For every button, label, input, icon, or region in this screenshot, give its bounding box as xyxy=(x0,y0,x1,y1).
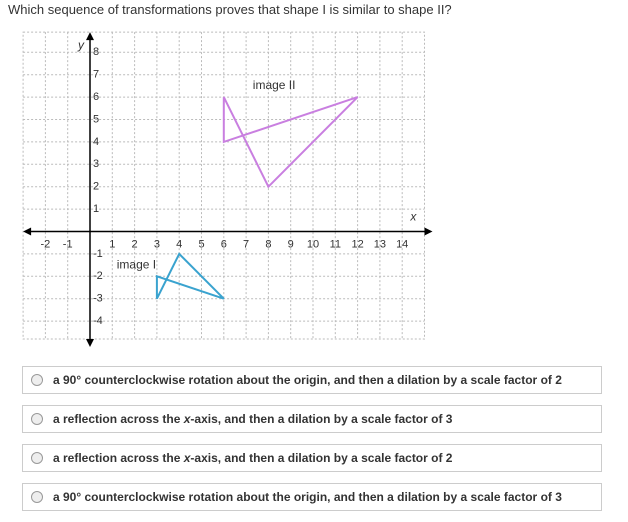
option-text: a 90° counterclockwise rotation about th… xyxy=(53,490,562,504)
shape-label: image I xyxy=(117,257,156,271)
x-tick-label: 2 xyxy=(132,238,138,250)
x-tick-label: 9 xyxy=(288,238,294,250)
x-tick-label: 11 xyxy=(330,238,341,250)
y-tick-label: 1 xyxy=(93,203,99,215)
arrow xyxy=(23,32,433,348)
radio-button[interactable] xyxy=(31,452,43,464)
option-text-part: a 90° counterclockwise rotation about th… xyxy=(53,490,562,504)
y-tick-label: 6 xyxy=(93,91,99,103)
y-tick-label: 4 xyxy=(93,136,99,148)
x-axis-label: x xyxy=(409,210,417,224)
graph: -2 -1 1 2 3 4 5 6 7 8 9 10 11 12 13 14-4-3-2-112345678x… xyxy=(22,31,433,348)
option-text-part: -axis, and then a dilation by a scale fa… xyxy=(190,412,453,426)
y-tick-label: 2 xyxy=(93,181,99,193)
y-tick-label: 8 xyxy=(93,46,99,58)
x-tick-label: 12 xyxy=(351,238,363,250)
y-tick-label: -1 xyxy=(93,248,103,260)
x-tick-label: 4 xyxy=(176,238,182,250)
y-tick-label: -4 xyxy=(93,315,103,327)
x-tick-label: 5 xyxy=(198,238,204,250)
x-tick-label: -2 xyxy=(41,238,51,250)
y-tick-label: -2 xyxy=(93,270,103,282)
x-tick-label: -1 xyxy=(63,238,73,250)
x-tick-label: 6 xyxy=(221,238,227,250)
y-tick-label: 7 xyxy=(93,69,99,81)
question: Which sequence of transformations proves… xyxy=(8,2,452,17)
answer-option[interactable]: a 90° counterclockwise rotation about th… xyxy=(22,366,602,394)
radio-button[interactable] xyxy=(31,491,43,503)
option-text-part: a reflection across the xyxy=(53,412,184,426)
y-tick-label: 5 xyxy=(93,113,99,125)
y-tick-label: 3 xyxy=(93,158,99,170)
radio-button[interactable] xyxy=(31,413,43,425)
shape-label: image II xyxy=(253,78,296,92)
option-text-part: a reflection across the xyxy=(53,451,184,465)
option-text-part: -axis, and then a dilation by a scale fa… xyxy=(190,451,453,465)
x-tick-label: 3 xyxy=(154,238,160,250)
grid-border xyxy=(22,31,425,340)
x-tick-label: 1 xyxy=(109,238,115,250)
option-text: a 90° counterclockwise rotation about th… xyxy=(53,373,562,387)
option-text: a reflection across the x-axis, and then… xyxy=(53,412,452,426)
option-text-part: x xyxy=(183,412,191,426)
y-axis-label: y xyxy=(77,38,85,52)
option-text-part: a 90° counterclockwise rotation about th… xyxy=(53,373,562,387)
answer-option[interactable]: a reflection across the x-axis, and then… xyxy=(22,444,602,472)
x-tick-label: 14 xyxy=(396,238,408,250)
shape xyxy=(155,252,225,300)
option-text-part: x xyxy=(183,451,191,465)
answer-option[interactable]: a reflection across the x-axis, and then… xyxy=(22,405,602,433)
option-text: a reflection across the x-axis, and then… xyxy=(53,451,452,465)
shape xyxy=(222,96,359,189)
y-tick-label: -3 xyxy=(93,293,103,305)
x-tick-label: 7 xyxy=(243,238,249,250)
x-tick-label: 13 xyxy=(374,238,386,250)
x-tick-label: 8 xyxy=(265,238,271,250)
radio-button[interactable] xyxy=(31,374,43,386)
x-tick-label: 10 xyxy=(307,238,319,250)
answer-option[interactable]: a 90° counterclockwise rotation about th… xyxy=(22,483,602,511)
